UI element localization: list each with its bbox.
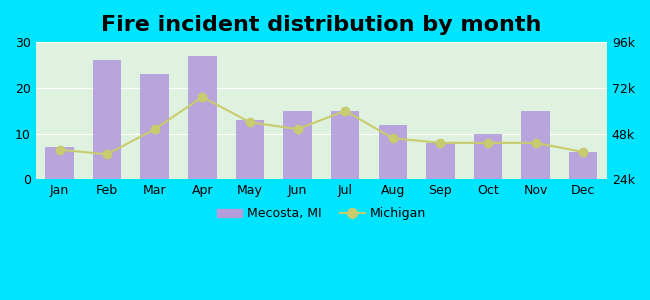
Bar: [426, 143, 454, 179]
Bar: [46, 147, 74, 179]
Legend: Mecosta, MI, Michigan: Mecosta, MI, Michigan: [211, 202, 431, 225]
Bar: [331, 111, 359, 179]
Bar: [378, 124, 407, 179]
Bar: [521, 111, 550, 179]
Bar: [188, 56, 216, 179]
Bar: [283, 111, 312, 179]
Bar: [474, 134, 502, 179]
Bar: [93, 60, 122, 179]
Bar: [140, 74, 169, 179]
Bar: [236, 120, 265, 179]
Title: Fire incident distribution by month: Fire incident distribution by month: [101, 15, 541, 35]
Bar: [569, 152, 597, 179]
